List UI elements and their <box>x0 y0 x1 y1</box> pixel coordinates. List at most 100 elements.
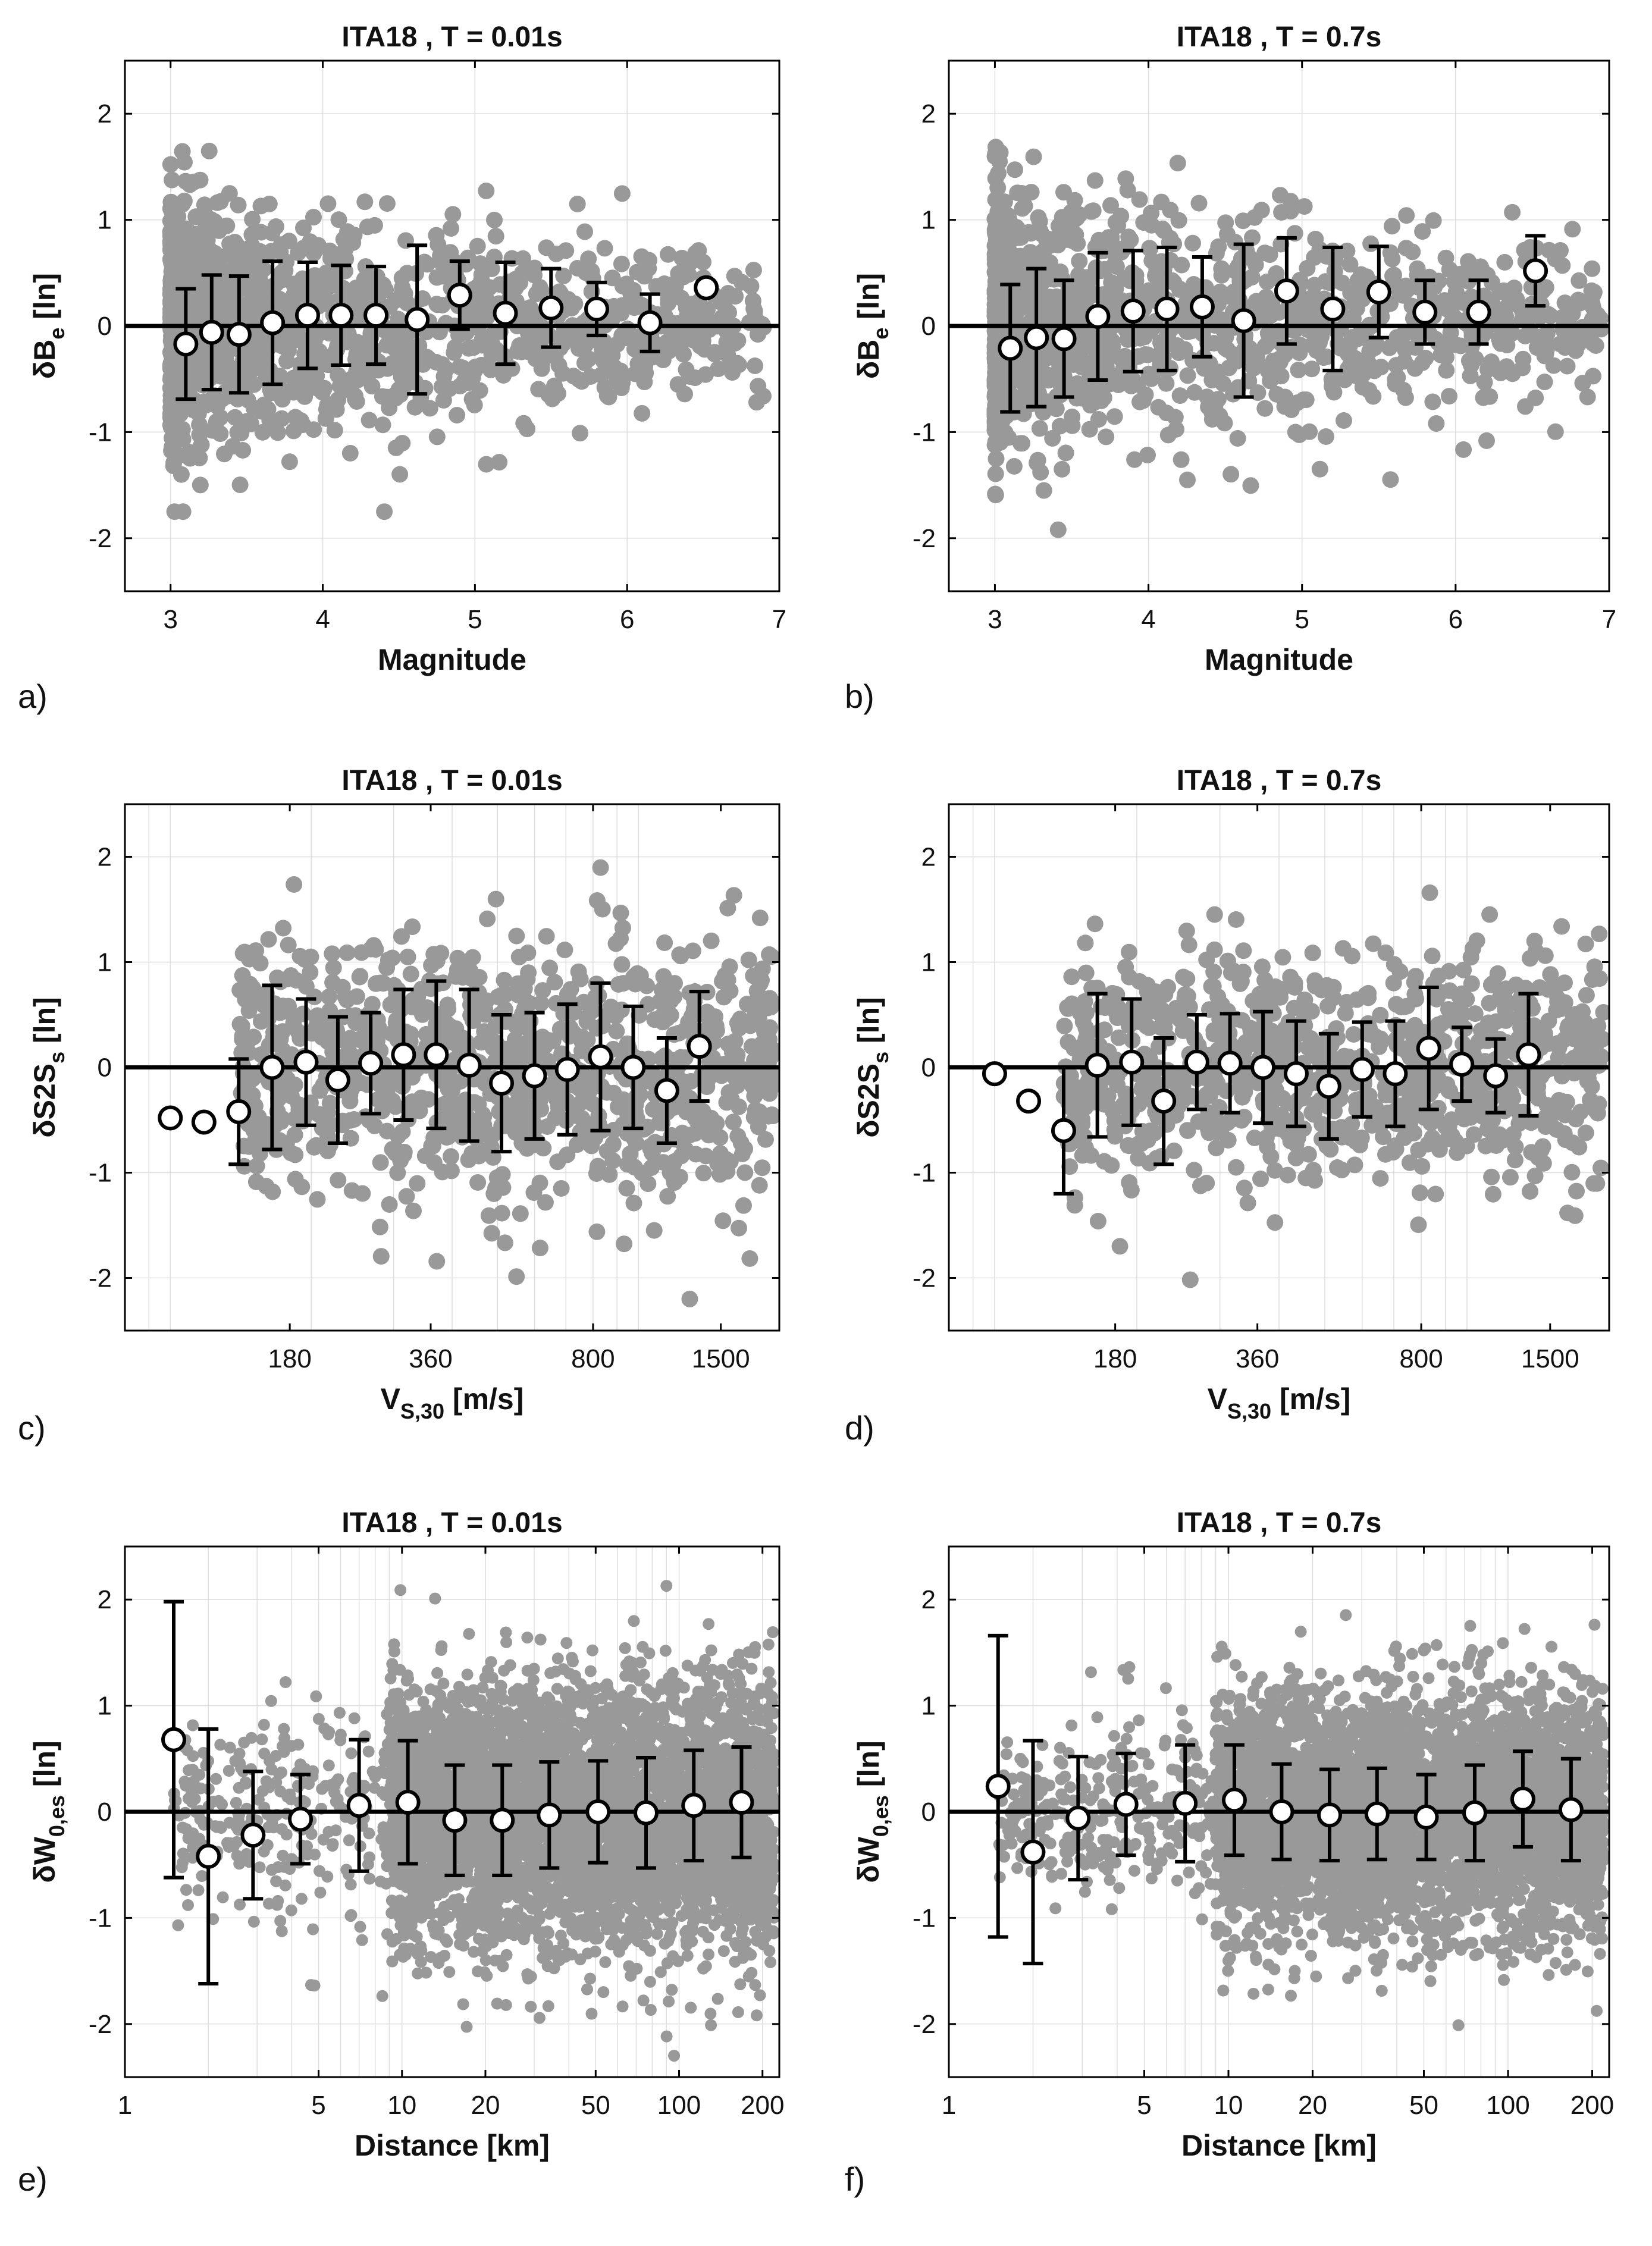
scatter-point <box>613 379 630 397</box>
scatter-point <box>642 1073 659 1090</box>
scatter-point <box>751 1177 768 1194</box>
y-label-subscript: s <box>45 1052 69 1064</box>
scatter-point <box>1559 357 1576 375</box>
scatter-point <box>1504 203 1521 221</box>
scatter-point <box>408 993 425 1010</box>
y-label-unit: [ln] <box>28 997 61 1052</box>
scatter-point <box>1585 335 1602 352</box>
mean-marker <box>1051 1118 1076 1143</box>
scatter-point <box>1585 284 1603 301</box>
scatter-point <box>1065 309 1082 326</box>
scatter-point <box>672 1049 689 1066</box>
scatter-point <box>726 268 743 285</box>
scatter-point <box>260 1010 277 1027</box>
scatter-point <box>615 975 632 992</box>
scatter-point <box>754 1159 771 1177</box>
scatter-point <box>1178 970 1196 987</box>
scatter-point <box>333 1031 350 1049</box>
scatter-point <box>1300 1146 1317 1163</box>
scatter-point <box>1447 1133 1464 1150</box>
scatter-point <box>464 949 481 966</box>
scatter-point <box>428 296 446 313</box>
scatter-point <box>449 961 466 978</box>
scatter-point <box>761 1020 778 1037</box>
scatter-point <box>987 485 1004 503</box>
scatter-point <box>381 1196 398 1213</box>
scatter-point <box>512 274 528 291</box>
scatter-point <box>1089 1213 1106 1229</box>
scatter-point <box>343 1182 361 1199</box>
mean-marker <box>447 283 472 308</box>
mean-markers <box>158 1034 712 1135</box>
scatter-point <box>1051 418 1068 435</box>
scatter-point <box>1565 320 1582 337</box>
mean-marker <box>1449 1052 1475 1077</box>
scatter-point <box>546 974 563 991</box>
mean-marker <box>1466 299 1491 325</box>
scatter-point <box>1524 1000 1541 1017</box>
scatter-point <box>671 946 688 963</box>
scatter-point <box>987 368 1004 385</box>
scatter-point <box>287 1146 304 1163</box>
y-tick-label: 0 <box>921 312 936 341</box>
scatter-point <box>537 1194 554 1211</box>
scatter-point <box>1096 1021 1113 1039</box>
scatter-point <box>1305 1047 1322 1064</box>
scatter-point <box>645 1141 662 1158</box>
scatter-point <box>487 228 504 245</box>
scatter-point <box>1382 471 1399 488</box>
scatter-point <box>1396 1129 1413 1146</box>
scatter-point <box>1031 213 1048 230</box>
mean-marker <box>1349 1057 1375 1083</box>
scatter-point <box>575 338 592 356</box>
scatter-point <box>531 1174 548 1191</box>
scatter-point <box>588 1165 605 1182</box>
mean-marker <box>522 1063 547 1089</box>
scatter-point <box>370 362 387 379</box>
scatter-point <box>1305 1106 1322 1123</box>
scatter-point <box>612 904 629 921</box>
scatter-point <box>1043 346 1060 363</box>
x-tick-label: 4 <box>315 605 330 634</box>
scatter-point <box>537 346 554 363</box>
scatter-point <box>1361 1087 1378 1104</box>
scatter-point <box>1424 948 1441 965</box>
scatter-point <box>1333 1162 1350 1178</box>
scatter-point <box>1106 256 1123 274</box>
scatter-point <box>1159 978 1177 996</box>
scatter-point <box>162 251 179 268</box>
scatter-point <box>491 1044 508 1062</box>
scatter-point <box>1185 276 1202 293</box>
mean-marker <box>982 1061 1007 1087</box>
scatter-point <box>1303 337 1321 354</box>
scatter-point <box>496 971 513 989</box>
scatter-point <box>318 401 335 418</box>
scatter-point <box>200 142 218 159</box>
scatter-point <box>394 279 411 296</box>
scatter-point <box>1262 1148 1280 1165</box>
scatter-point <box>747 357 764 374</box>
scatter-point <box>491 454 508 471</box>
scatter-point <box>733 1146 751 1162</box>
scatter-point <box>544 390 561 407</box>
scatter-point <box>1590 1017 1607 1034</box>
scatter-point <box>314 1119 331 1137</box>
mean-marker <box>1084 1052 1110 1078</box>
scatter-point <box>1107 214 1124 231</box>
scatter-point <box>391 466 409 483</box>
scatter-point <box>321 988 338 1005</box>
scatter-point <box>1362 235 1380 252</box>
scatter-point <box>1179 471 1196 488</box>
x-tick-label: 5 <box>1294 605 1309 634</box>
y-axis-label: δBe [ln] <box>28 273 69 379</box>
scatter-point <box>1079 269 1096 286</box>
scatter-point <box>195 369 212 386</box>
mean-marker <box>1283 1061 1309 1087</box>
scatter-point <box>1307 230 1324 247</box>
scatter-point <box>618 1180 635 1197</box>
scatter-point <box>1595 1004 1609 1021</box>
scatter-point <box>1227 1159 1245 1176</box>
scatter-point <box>1229 430 1246 447</box>
scatter-point <box>328 247 346 264</box>
scatter-point <box>1463 356 1479 374</box>
